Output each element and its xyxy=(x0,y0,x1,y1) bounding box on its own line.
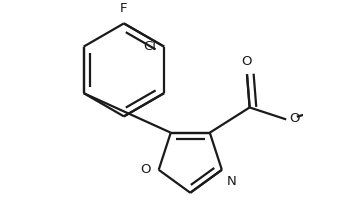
Text: O: O xyxy=(242,55,252,68)
Text: O: O xyxy=(289,112,299,125)
Text: Cl: Cl xyxy=(143,40,156,53)
Text: N: N xyxy=(227,175,237,188)
Text: O: O xyxy=(140,163,151,176)
Text: F: F xyxy=(120,2,128,15)
